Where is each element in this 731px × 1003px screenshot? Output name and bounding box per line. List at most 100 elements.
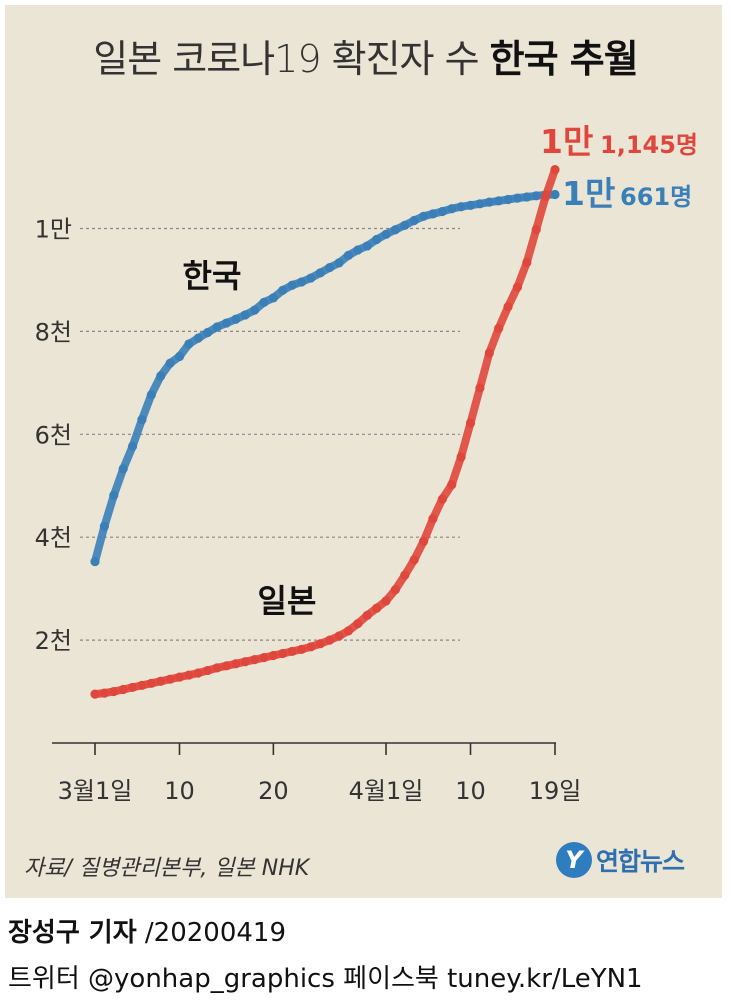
data-point xyxy=(137,415,147,425)
data-point xyxy=(146,678,156,688)
data-point xyxy=(447,480,457,490)
data-point xyxy=(249,305,260,315)
data-point xyxy=(315,268,325,278)
yonhap-logo-text: 연합뉴스 xyxy=(596,847,685,876)
x-tick-label: 10 xyxy=(455,777,486,805)
data-point xyxy=(296,277,307,287)
data-point xyxy=(212,663,222,673)
data-point xyxy=(231,659,241,669)
data-point xyxy=(550,189,560,200)
data-point xyxy=(231,314,241,324)
data-point xyxy=(372,603,382,613)
data-point xyxy=(475,383,485,393)
data-point xyxy=(137,680,147,690)
data-point xyxy=(259,297,269,307)
reporter-name: 장성구 기자 xyxy=(8,918,137,948)
data-point xyxy=(362,610,372,621)
data-point xyxy=(353,245,363,255)
data-point xyxy=(522,257,532,268)
data-point xyxy=(465,418,476,428)
data-point xyxy=(334,631,344,641)
data-point xyxy=(428,514,438,524)
data-point xyxy=(221,318,232,328)
data-point xyxy=(400,220,410,230)
y-tick-label: 1만 xyxy=(35,216,72,244)
x-tick-label: 20 xyxy=(258,777,289,805)
data-point xyxy=(99,521,109,531)
x-tick-label: 10 xyxy=(164,777,195,805)
data-point xyxy=(287,280,297,290)
data-point xyxy=(315,639,325,649)
x-axis xyxy=(52,742,556,755)
series-name-label: 한국 xyxy=(183,257,242,295)
data-point xyxy=(409,555,419,565)
yonhap-logo: Y 연합뉴스 xyxy=(556,840,685,880)
data-point xyxy=(278,648,288,659)
data-point xyxy=(287,646,297,657)
data-point xyxy=(353,619,363,629)
title-light: 일본 코로나19 확진자 수 xyxy=(93,37,490,81)
data-point xyxy=(259,652,269,663)
data-point xyxy=(240,310,250,320)
data-point xyxy=(249,655,260,665)
y-tick-labels: 2천 4천 6천 8천 1만 xyxy=(35,216,72,656)
data-point xyxy=(165,358,175,368)
data-point xyxy=(400,570,410,580)
data-point xyxy=(465,200,476,210)
data-point xyxy=(503,194,513,205)
data-point xyxy=(127,682,138,693)
end-value-small: 1,145명 xyxy=(600,131,698,159)
data-point xyxy=(127,441,138,451)
x-tick-label: 19일 xyxy=(529,777,582,805)
yonhap-logo-icon: Y xyxy=(556,842,592,878)
data-point xyxy=(390,585,401,595)
data-point xyxy=(90,689,100,699)
social-links: 트위터 @yonhap_graphics 페이스북 tuney.kr/LeYN1 xyxy=(8,964,643,994)
data-point xyxy=(221,661,232,671)
data-point xyxy=(306,642,316,652)
data-point xyxy=(184,339,194,349)
y-tick-label: 8천 xyxy=(35,318,72,346)
data-point xyxy=(240,657,250,667)
series-lines xyxy=(90,164,560,699)
data-point xyxy=(418,536,429,546)
data-point xyxy=(193,333,203,343)
x-tick-label: 3월1일 xyxy=(58,777,133,805)
data-point xyxy=(484,197,494,207)
data-point xyxy=(409,215,419,226)
end-value-big: 1만 xyxy=(562,174,615,213)
data-point xyxy=(268,650,278,661)
data-point xyxy=(296,644,307,654)
x-tick-labels: 3월1일 10 20 4월1일 10 19일 xyxy=(58,777,582,805)
data-point xyxy=(156,676,166,686)
data-point xyxy=(531,224,541,235)
data-point xyxy=(494,196,504,206)
y-tick-label: 6천 xyxy=(35,421,72,449)
data-point xyxy=(522,192,532,202)
data-point xyxy=(381,596,391,606)
title-bold: 한국 추월 xyxy=(489,37,639,81)
data-point xyxy=(475,199,485,209)
series-name-label: 일본 xyxy=(258,582,317,620)
data-point xyxy=(334,258,344,268)
data-point xyxy=(362,241,372,251)
data-point xyxy=(512,282,523,292)
data-point xyxy=(278,285,288,295)
data-point xyxy=(531,191,541,201)
data-point xyxy=(90,556,100,567)
publish-date: /20200419 xyxy=(144,918,287,948)
data-point xyxy=(99,688,109,698)
data-point xyxy=(503,302,513,312)
data-point xyxy=(484,348,494,358)
x-tick-label: 4월1일 xyxy=(349,777,424,805)
data-point xyxy=(541,192,551,202)
source-note: 자료/ 질병관리본부, 일본 NHK xyxy=(24,856,310,881)
end-value-small: 661명 xyxy=(620,183,692,211)
data-point xyxy=(456,452,466,462)
data-point xyxy=(184,670,194,680)
data-point xyxy=(343,626,354,636)
data-point xyxy=(118,464,128,474)
y-tick-label: 2천 xyxy=(35,627,72,655)
